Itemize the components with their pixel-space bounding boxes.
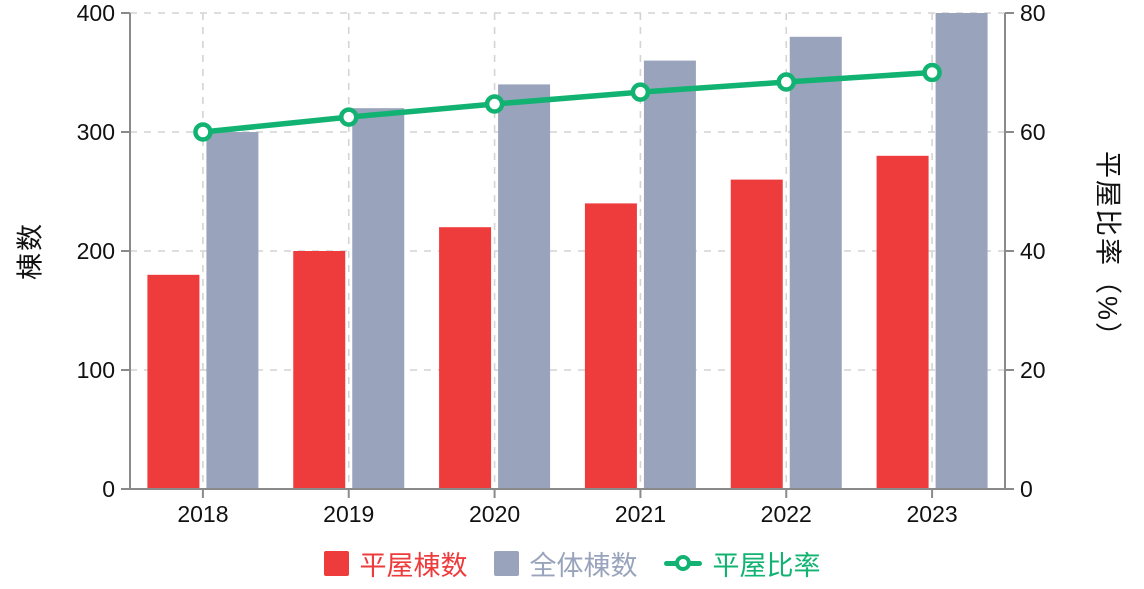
ratio-point-2020 bbox=[484, 94, 505, 114]
x-tick-label: 2023 bbox=[906, 501, 957, 527]
bar-zentai-2020 bbox=[498, 84, 551, 490]
right-tick-label: 40 bbox=[1020, 238, 1046, 264]
bar-zentai-2019 bbox=[352, 108, 405, 489]
ratio-point-2019 bbox=[339, 107, 359, 127]
ratio-point-2018 bbox=[193, 122, 213, 142]
legend-item-hiraya-tosu: 平屋棟数 bbox=[323, 544, 468, 583]
legend-label-hiraya: 平屋棟数 bbox=[359, 550, 468, 581]
legend-item-zentai-tosu: 全体棟数 bbox=[493, 544, 638, 583]
ratio-point-2021 bbox=[630, 82, 651, 102]
x-tick-label: 2020 bbox=[469, 501, 520, 527]
left-tick-label: 100 bbox=[77, 357, 115, 383]
ratio-line bbox=[200, 69, 935, 135]
legend-label-zentai: 全体棟数 bbox=[529, 550, 638, 581]
right-axis-title: 平屋比率（%） bbox=[1092, 150, 1123, 352]
bar-hiraya-2021 bbox=[584, 203, 637, 489]
left-tick-label: 200 bbox=[77, 238, 115, 264]
right-tick-label: 80 bbox=[1020, 0, 1046, 26]
x-tick-label: 2018 bbox=[177, 501, 228, 527]
bar-zentai-2018 bbox=[206, 132, 259, 489]
bar-hiraya-2018 bbox=[147, 274, 200, 489]
bar-zentai-2023 bbox=[935, 13, 988, 489]
legend: 平屋棟数 全体棟数 平屋比率 bbox=[0, 541, 1144, 585]
x-tick-label: 2019 bbox=[323, 501, 374, 527]
x-tick-label: 2022 bbox=[761, 501, 812, 527]
bar-zentai-2022 bbox=[789, 36, 842, 490]
bar-hiraya-2020 bbox=[439, 227, 492, 489]
right-tick-label: 20 bbox=[1020, 357, 1046, 383]
legend-swatch-hiraya bbox=[323, 550, 349, 576]
left-tick-label: 0 bbox=[102, 476, 115, 502]
left-axis-title: 棟数 bbox=[15, 222, 46, 280]
x-tick-label: 2021 bbox=[615, 501, 666, 527]
ratio-point-2022 bbox=[776, 72, 796, 92]
left-tick-label: 400 bbox=[77, 0, 115, 26]
bar-hiraya-2023 bbox=[876, 155, 929, 490]
right-tick-label: 60 bbox=[1020, 119, 1046, 145]
bar-zentai-2021 bbox=[643, 60, 696, 489]
ratio-point-2023 bbox=[922, 62, 942, 83]
left-tick-label: 300 bbox=[77, 119, 115, 145]
legend-label-hiritsu: 平屋比率 bbox=[712, 550, 821, 581]
right-tick-label: 0 bbox=[1020, 476, 1033, 502]
legend-line-dot-marker bbox=[663, 554, 702, 572]
legend-swatch-zentai bbox=[493, 550, 519, 576]
bar-hiraya-2022 bbox=[730, 179, 783, 489]
bar-hiraya-2019 bbox=[293, 251, 346, 489]
legend-item-hiraya-hiritsu: 平屋比率 bbox=[663, 544, 821, 583]
